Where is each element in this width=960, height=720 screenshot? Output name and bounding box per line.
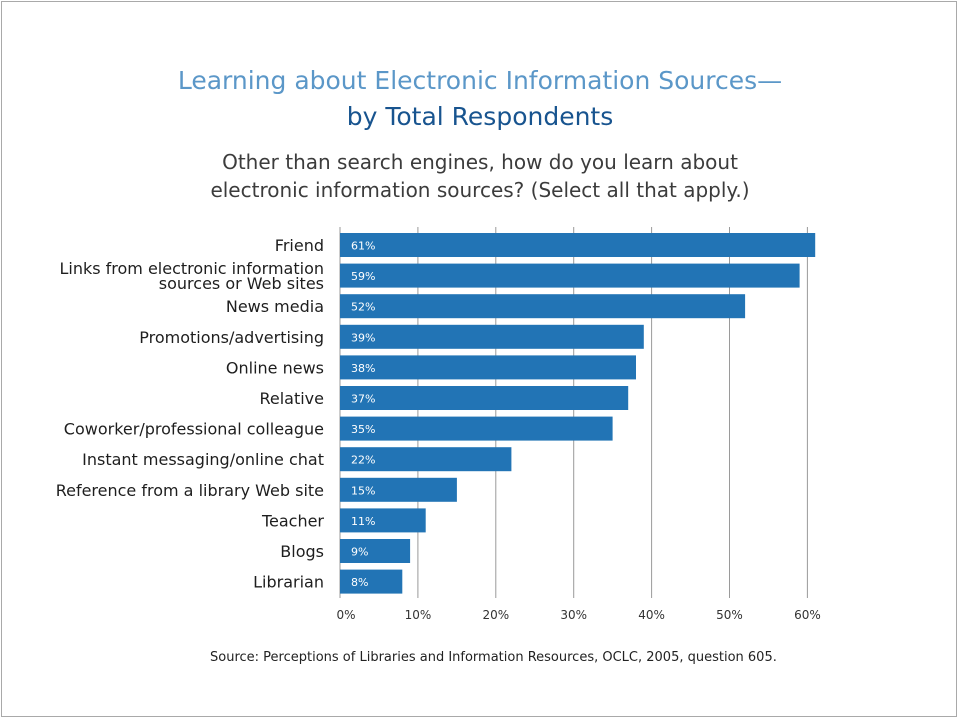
data-label: 35% xyxy=(351,423,375,436)
bar xyxy=(340,447,512,472)
category-label: Online news xyxy=(226,358,324,377)
source-note: Source: Perceptions of Libraries and Inf… xyxy=(210,650,777,665)
data-label: 15% xyxy=(351,484,375,497)
chart-subtitle: by Total Respondents xyxy=(346,102,614,131)
data-label: 39% xyxy=(351,331,375,344)
bar xyxy=(340,294,746,319)
category-label: Reference from a library Web site xyxy=(56,481,324,500)
x-tick-label: 60% xyxy=(794,608,821,622)
bar xyxy=(340,508,426,533)
category-label: News media xyxy=(226,297,324,316)
data-label: 8% xyxy=(351,576,368,589)
category-label: Instant messaging/online chat xyxy=(82,450,324,469)
bar xyxy=(340,233,816,257)
x-tick-label: 40% xyxy=(638,608,665,622)
bar xyxy=(340,477,457,502)
bar xyxy=(340,355,636,380)
chart-title: Learning about Electronic Information So… xyxy=(177,66,783,95)
category-label: Librarian xyxy=(253,573,324,592)
data-label: 22% xyxy=(351,454,375,467)
data-label: 59% xyxy=(351,270,375,283)
category-label: Links from electronic information xyxy=(59,259,324,278)
data-label: 11% xyxy=(351,515,375,528)
bar xyxy=(340,539,411,563)
category-label: Promotions/advertising xyxy=(139,328,324,347)
bar xyxy=(340,324,644,349)
x-tick-label: 30% xyxy=(560,608,587,622)
bar xyxy=(340,386,629,410)
bar xyxy=(340,569,403,594)
data-label: 61% xyxy=(351,240,375,253)
x-tick-label: 0% xyxy=(336,608,355,622)
category-label: Teacher xyxy=(261,511,324,530)
category-label: Relative xyxy=(259,389,324,408)
data-label: 9% xyxy=(351,546,368,559)
x-tick-label: 20% xyxy=(482,608,509,622)
data-label: 37% xyxy=(351,393,375,406)
data-label: 38% xyxy=(351,362,375,375)
data-label: 52% xyxy=(351,301,375,314)
x-tick-label: 10% xyxy=(405,608,432,622)
category-label: sources or Web sites xyxy=(159,274,324,293)
x-tick-label: 50% xyxy=(716,608,743,622)
bar xyxy=(340,263,800,288)
category-label: Coworker/professional colleague xyxy=(64,420,324,439)
category-label: Blogs xyxy=(280,542,324,561)
category-label: Friend xyxy=(275,236,324,255)
question-line-1: Other than search engines, how do you le… xyxy=(222,150,738,174)
bar xyxy=(340,416,613,441)
question-line-2: electronic information sources? (Select … xyxy=(210,178,750,202)
